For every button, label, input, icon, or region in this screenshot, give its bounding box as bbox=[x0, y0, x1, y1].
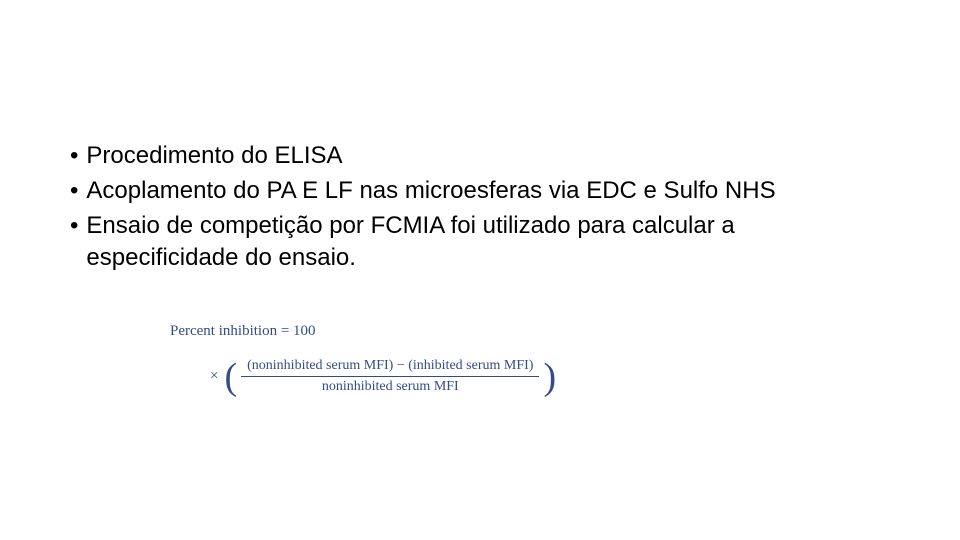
fraction: (noninhibited serum MFI) − (inhibited se… bbox=[241, 358, 539, 395]
bullet-list: • Procedimento do ELISA • Acoplamento do… bbox=[70, 140, 890, 273]
mult-sign-icon: × bbox=[210, 368, 218, 385]
formula-lhs: Percent inhibition = 100 bbox=[170, 323, 890, 340]
formula-rhs: × ( (noninhibited serum MFI) − (inhibite… bbox=[210, 358, 890, 396]
slide-content: • Procedimento do ELISA • Acoplamento do… bbox=[70, 140, 890, 396]
bullet-item: • Ensaio de competição por FCMIA foi uti… bbox=[70, 210, 890, 272]
bullet-marker-icon: • bbox=[70, 210, 78, 241]
fraction-denominator: noninhibited serum MFI bbox=[316, 377, 465, 395]
left-paren-icon: ( bbox=[224, 358, 237, 396]
bullet-item: • Procedimento do ELISA bbox=[70, 140, 890, 171]
bullet-marker-icon: • bbox=[70, 140, 78, 171]
bullet-text: Procedimento do ELISA bbox=[86, 140, 342, 171]
bullet-text: Ensaio de competição por FCMIA foi utili… bbox=[86, 210, 890, 272]
bullet-text: Acoplamento do PA E LF nas microesferas … bbox=[86, 175, 775, 206]
formula-block: Percent inhibition = 100 × ( (noninhibit… bbox=[170, 323, 890, 396]
fraction-numerator: (noninhibited serum MFI) − (inhibited se… bbox=[241, 358, 539, 377]
bullet-marker-icon: • bbox=[70, 175, 78, 206]
right-paren-icon: ) bbox=[543, 358, 556, 396]
bullet-item: • Acoplamento do PA E LF nas microesfera… bbox=[70, 175, 890, 206]
